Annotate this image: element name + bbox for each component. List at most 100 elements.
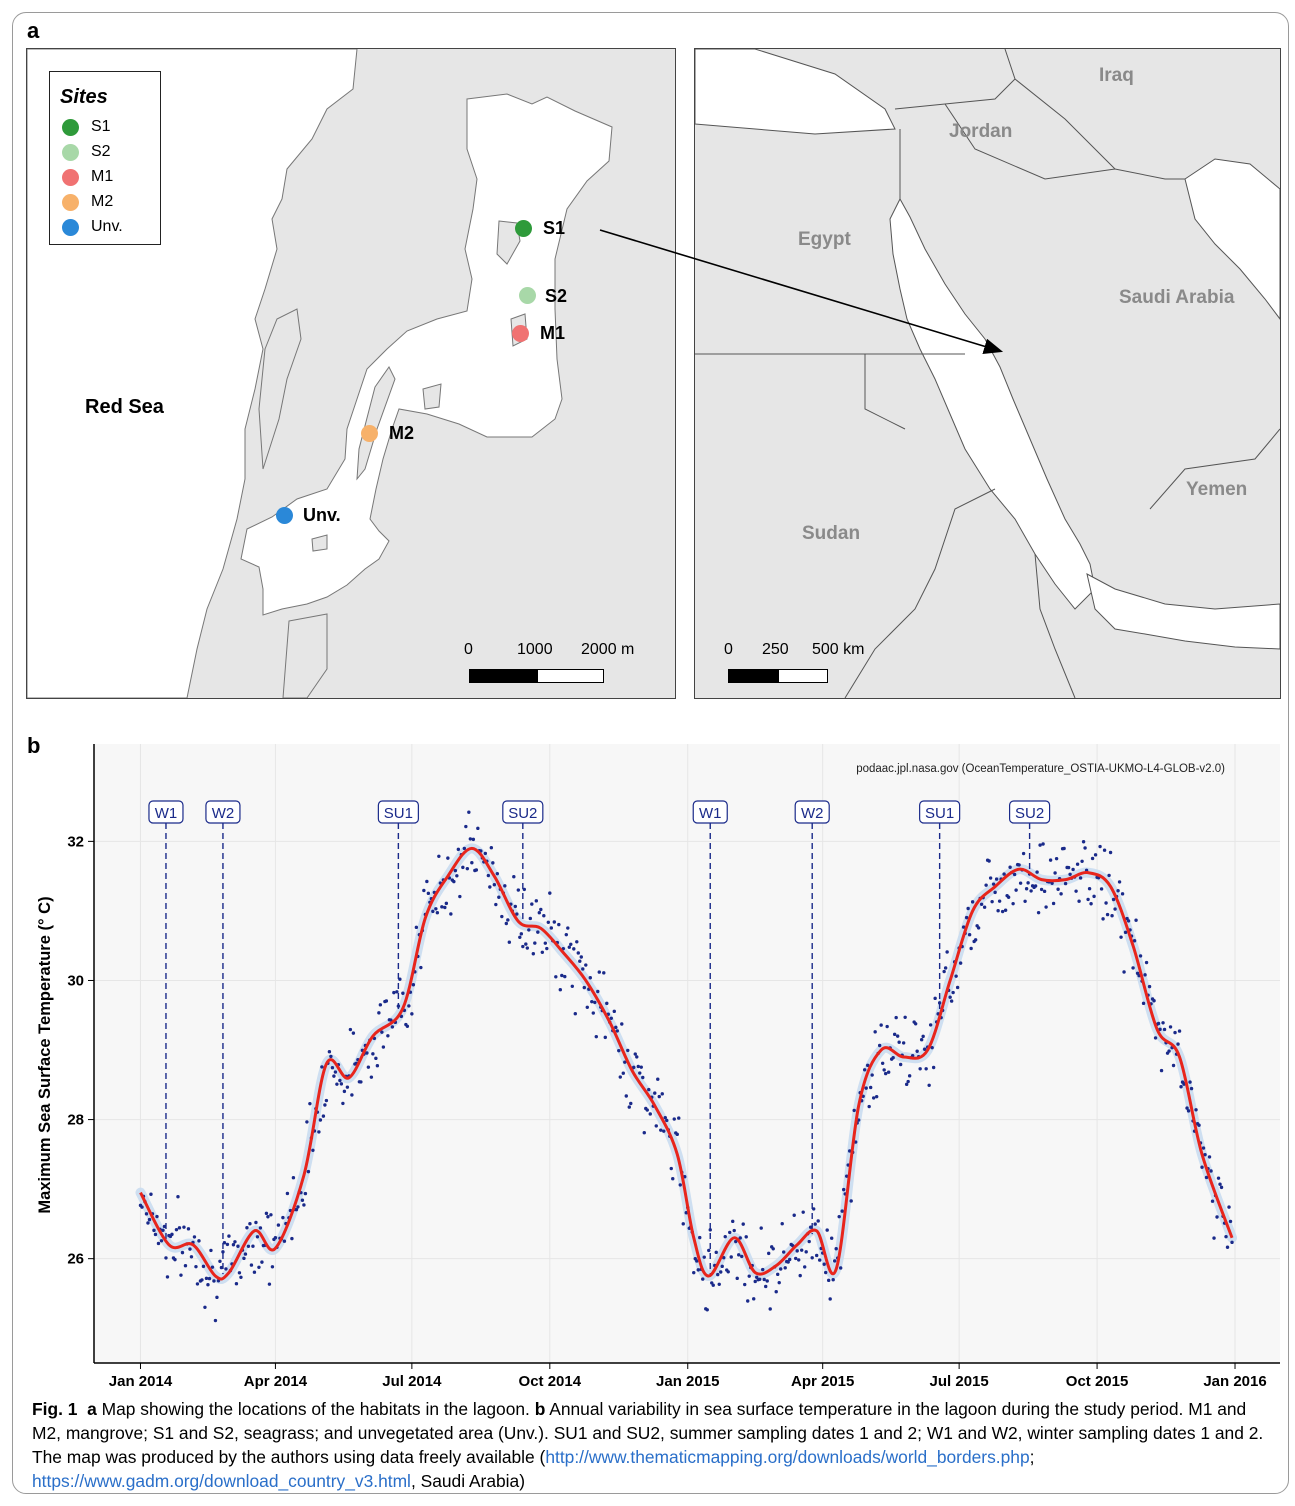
data-point — [1107, 873, 1111, 878]
data-point — [885, 1024, 889, 1029]
data-point — [588, 976, 592, 980]
data-point — [870, 1073, 874, 1077]
data-point — [930, 1045, 934, 1050]
data-point — [633, 1052, 637, 1056]
data-point — [456, 847, 461, 852]
data-point — [515, 912, 519, 916]
data-point — [537, 911, 542, 915]
data-point — [955, 985, 960, 990]
caption-link-gadm[interactable]: https://www.gadm.org/download_country_v3… — [32, 1471, 411, 1491]
data-point — [626, 1048, 630, 1053]
sampling-date-box — [502, 800, 544, 824]
data-point — [753, 1279, 757, 1284]
data-point — [696, 1268, 700, 1272]
data-point — [726, 1270, 730, 1274]
data-point — [543, 941, 548, 945]
data-point — [389, 1018, 393, 1022]
data-point — [927, 1083, 931, 1087]
data-point — [579, 955, 583, 959]
sampling-date-label: SU1 — [925, 805, 954, 822]
data-point — [200, 1278, 204, 1282]
legend-dot — [62, 193, 79, 211]
data-point — [603, 1035, 607, 1040]
data-point — [380, 1030, 384, 1034]
data-point — [614, 1025, 618, 1030]
data-point — [847, 1149, 852, 1153]
data-point — [453, 868, 458, 873]
red-sea-region — [889, 197, 1096, 610]
data-point — [576, 951, 580, 955]
data-point — [1152, 999, 1156, 1003]
data-point — [991, 882, 996, 886]
data-point — [1048, 858, 1053, 862]
data-point — [507, 940, 512, 944]
data-point — [840, 1209, 844, 1213]
x-tick-label: Jul 2015 — [930, 1373, 989, 1390]
data-point — [1120, 892, 1125, 896]
legend-item: S2 — [62, 142, 111, 162]
panel-a-letter: a — [27, 18, 40, 43]
data-point — [782, 1250, 786, 1254]
data-point — [1147, 984, 1152, 989]
data-point — [365, 1051, 369, 1055]
data-point — [609, 1016, 613, 1021]
data-point — [1036, 910, 1041, 915]
data-point — [1224, 1234, 1228, 1239]
data-point — [964, 915, 969, 920]
data-point — [249, 1263, 254, 1267]
data-point — [678, 1183, 682, 1187]
data-point — [844, 1174, 849, 1178]
data-point — [461, 865, 465, 870]
data-point — [251, 1244, 255, 1248]
site-label-s1: S1 — [543, 218, 566, 238]
x-tick-label: Oct 2015 — [1066, 1373, 1129, 1390]
sampling-date-box — [148, 800, 184, 824]
data-point — [1033, 884, 1038, 888]
site-marker-m2 — [361, 425, 378, 442]
data-point — [898, 1062, 903, 1067]
data-point — [245, 1226, 249, 1230]
scale-label: 2000 m — [581, 641, 635, 658]
data-point — [513, 904, 518, 909]
data-point — [737, 1253, 741, 1257]
data-point — [215, 1295, 219, 1300]
data-point — [602, 971, 606, 975]
y-tick-label: 28 — [67, 1112, 84, 1129]
data-point — [221, 1250, 225, 1254]
data-point — [987, 859, 991, 863]
data-point — [554, 975, 558, 979]
data-point — [317, 1130, 321, 1134]
data-point — [1179, 1085, 1183, 1089]
data-point — [218, 1259, 222, 1263]
data-point — [560, 973, 564, 978]
data-point — [714, 1250, 718, 1255]
data-point — [294, 1207, 299, 1212]
data-point — [892, 1032, 897, 1037]
data-point — [186, 1227, 191, 1231]
data-point — [976, 926, 981, 930]
data-point — [1093, 853, 1098, 857]
data-point — [426, 891, 431, 896]
data-point — [1159, 1068, 1164, 1073]
data-point — [533, 941, 537, 945]
data-point — [258, 1226, 263, 1230]
data-point — [882, 1068, 886, 1072]
caption-link-world-borders[interactable]: http://www.thematicmapping.org/downloads… — [545, 1447, 1030, 1467]
data-point — [937, 1001, 942, 1005]
data-point — [672, 1117, 676, 1121]
data-point — [907, 1074, 912, 1078]
data-point — [612, 1009, 616, 1014]
data-point — [225, 1242, 230, 1247]
y-axis-label: Maximum Sea Surface Temperature (° C) — [36, 896, 54, 1213]
data-point — [366, 1065, 371, 1069]
data-point — [641, 1075, 645, 1080]
data-point — [1185, 1106, 1189, 1110]
legend-dot — [62, 218, 79, 236]
data-point — [1108, 850, 1113, 855]
data-point — [825, 1228, 829, 1232]
data-point — [449, 912, 453, 916]
data-point — [814, 1253, 819, 1258]
data-point — [701, 1277, 705, 1281]
data-point — [246, 1244, 251, 1249]
data-point — [1210, 1199, 1215, 1203]
